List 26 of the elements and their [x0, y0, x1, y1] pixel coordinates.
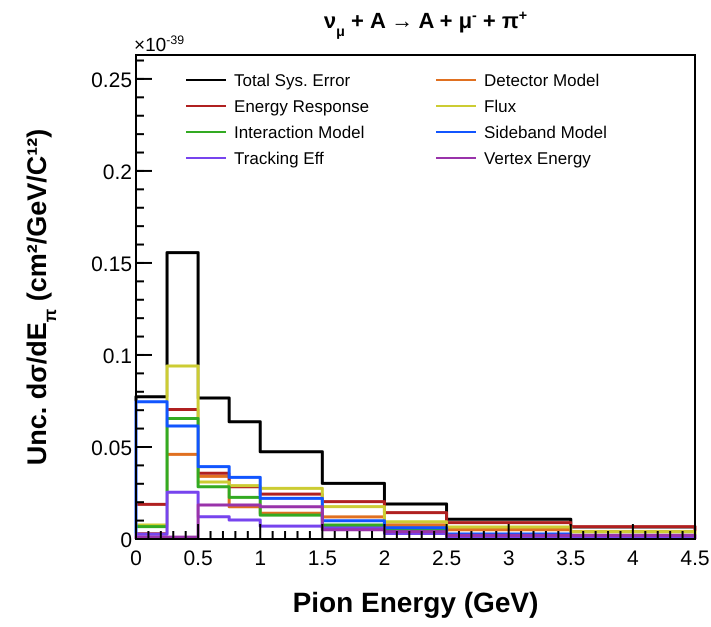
- x-tick-label: 3: [502, 547, 515, 570]
- x-tick-label: 4: [627, 547, 640, 570]
- x-axis-title: Pion Energy (GeV): [292, 587, 538, 618]
- y-tick-label: 0: [120, 529, 132, 552]
- x-tick-label: 2.5: [432, 547, 462, 570]
- legend-label: Energy Response: [234, 97, 370, 116]
- x-tick-label: 3.5: [556, 547, 586, 570]
- x-tick-label: 1.5: [308, 547, 337, 570]
- y-tick-label: 0.1: [102, 344, 132, 368]
- legend-label: Tracking Eff: [234, 149, 324, 168]
- y-tick-label: 0.05: [91, 436, 132, 460]
- legend-label: Detector Model: [484, 71, 600, 90]
- x-tick-label: 2: [378, 547, 390, 570]
- legend-label: Total Sys. Error: [234, 71, 351, 90]
- y-tick-label: 0.2: [102, 160, 132, 184]
- legend-label: Flux: [484, 97, 517, 116]
- legend-label: Interaction Model: [234, 123, 364, 142]
- x-tick-label: 4.5: [680, 547, 710, 570]
- legend-label: Sideband Model: [484, 123, 607, 142]
- annotation: ×10$^{-39}$: [134, 33, 184, 56]
- y-tick-label: 0.15: [91, 252, 132, 276]
- x-tick-label: 0.5: [184, 547, 213, 570]
- legend-label: Vertex Energy: [484, 149, 592, 168]
- chart-title: ν$_{μ}$ + A → A + μ$^{-}$ + π$^{+}$: [324, 8, 528, 40]
- x-tick-label: 1: [254, 547, 266, 570]
- y-tick-label: 0.25: [91, 68, 132, 92]
